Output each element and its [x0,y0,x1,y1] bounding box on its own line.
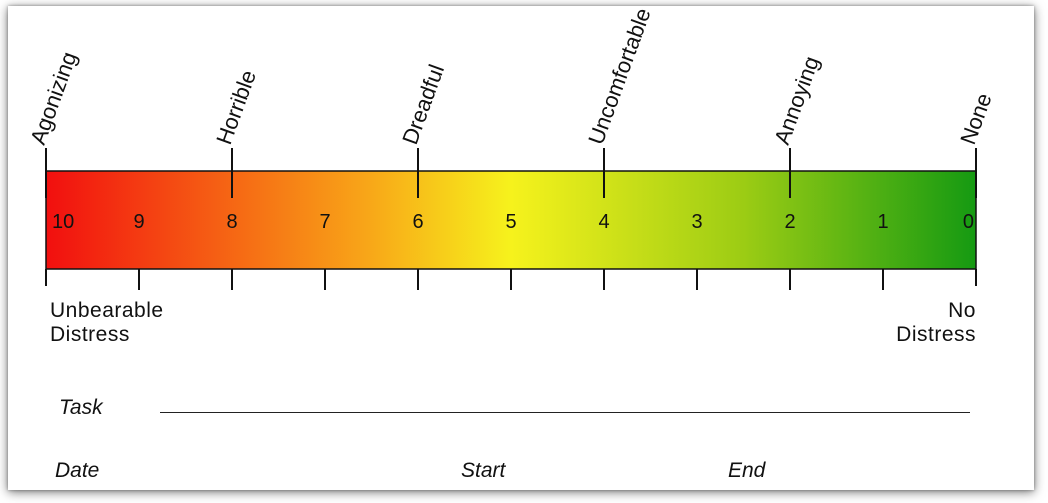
scale-number-3: 3 [691,211,702,233]
anchor-label-horrible: Horrible [211,67,261,148]
scale-number-1: 1 [877,211,888,233]
anchor-label-none: None [955,90,996,148]
no-text: No [948,299,976,322]
gradient-bar [45,170,977,270]
distress-text-right: Distress [896,323,976,346]
anchor-label-dreadful: Dreadful [397,61,449,148]
scale-number-0: 0 [963,211,974,233]
scale-number-10: 10 [52,211,74,233]
distress-text-left: Distress [50,323,130,346]
scale-number-9: 9 [133,211,144,233]
anchor-label-uncomfortable: Uncomfortable [583,5,655,148]
no-distress-label: No Distress [834,299,976,347]
task-line [160,412,970,413]
start-label: Start [461,459,506,482]
task-label: Task [59,396,103,419]
scale-number-4: 4 [598,211,609,233]
end-label: End [728,459,766,482]
scale-number-2: 2 [784,211,795,233]
scale-number-5: 5 [505,211,516,233]
date-label: Date [55,459,100,482]
scale-number-8: 8 [226,211,237,233]
unbearable-text: Unbearable [50,299,164,322]
unbearable-distress-label: Unbearable Distress [50,299,164,347]
anchor-label-annoying: Annoying [769,53,824,148]
scale-number-7: 7 [319,211,330,233]
scale-number-6: 6 [412,211,423,233]
anchor-label-agonizing: Agonizing [25,48,82,147]
